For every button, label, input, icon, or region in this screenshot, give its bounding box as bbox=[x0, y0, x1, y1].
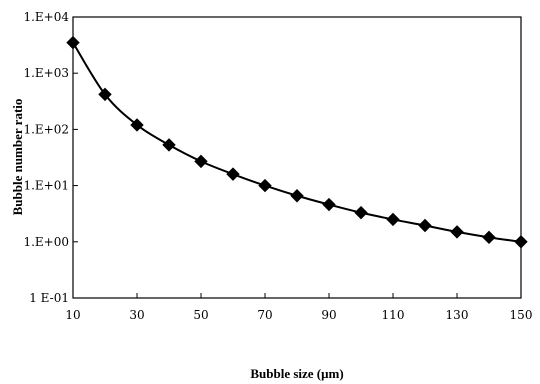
data-point bbox=[290, 189, 304, 203]
x-tick-label: 110 bbox=[382, 308, 405, 322]
x-axis-title: Bubble size (μm) bbox=[250, 366, 343, 381]
y-tick-label: 1.E+01 bbox=[23, 179, 69, 193]
x-tick-label: 70 bbox=[257, 308, 272, 322]
y-axis: 1.E+04 1.E+03 1.E+02 1.E+01 1.E+00 1 E-01 bbox=[23, 10, 78, 305]
data-point bbox=[418, 218, 432, 233]
y-tick-label: 1.E+02 bbox=[23, 122, 69, 136]
series-line bbox=[72, 42, 522, 243]
data-point bbox=[130, 118, 144, 132]
data-point bbox=[322, 197, 336, 212]
x-tick-label: 30 bbox=[129, 308, 144, 322]
data-point bbox=[386, 212, 400, 227]
plot-frame bbox=[72, 16, 522, 299]
data-point bbox=[98, 87, 112, 102]
data-point bbox=[258, 178, 272, 193]
data-point bbox=[482, 230, 496, 245]
y-tick-label: 1.E+00 bbox=[23, 235, 69, 249]
data-point bbox=[194, 154, 208, 169]
data-point bbox=[162, 138, 176, 152]
x-tick-label: 50 bbox=[193, 308, 208, 322]
y-tick-label: 1.E+03 bbox=[23, 66, 69, 80]
data-point bbox=[226, 167, 240, 181]
y-axis-title: Bubble number ratio bbox=[10, 99, 25, 216]
x-tick-label: 10 bbox=[65, 308, 80, 322]
data-point bbox=[514, 235, 528, 249]
x-tick-label: 130 bbox=[446, 308, 469, 322]
series-markers bbox=[66, 35, 528, 249]
data-point bbox=[66, 35, 80, 50]
x-tick-label: 150 bbox=[510, 308, 533, 322]
data-point bbox=[450, 225, 464, 239]
y-tick-label: 1 E-01 bbox=[29, 291, 69, 305]
y-tick-label: 1.E+04 bbox=[23, 10, 69, 24]
x-tick-label: 90 bbox=[321, 308, 336, 322]
data-point bbox=[354, 205, 368, 220]
x-axis: 10 30 50 70 90 110 130 150 bbox=[65, 293, 532, 322]
